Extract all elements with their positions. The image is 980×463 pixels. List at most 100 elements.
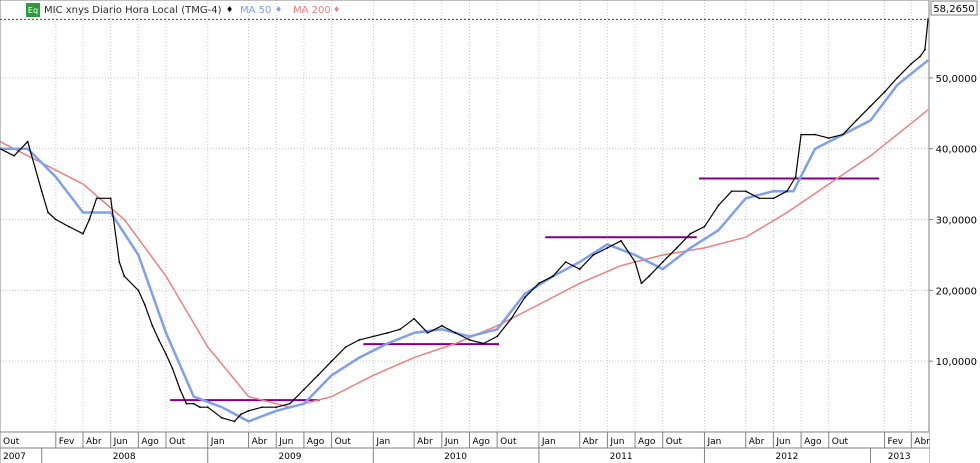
ma50-series — [0, 59, 929, 423]
price-point — [206, 406, 209, 409]
price-point — [185, 402, 188, 405]
price-point — [171, 367, 174, 370]
x-month-label: Jun — [278, 437, 293, 447]
price-point — [247, 409, 250, 412]
x-month-label: Ago — [638, 437, 656, 447]
last-price-label: 58,2650 — [933, 4, 974, 15]
ma200-legend-label: MA 200 — [293, 5, 331, 16]
price-point — [717, 204, 720, 207]
x-year-label: 2012 — [775, 452, 798, 462]
price-point — [261, 406, 264, 409]
price-point — [358, 339, 361, 341]
x-month-label: Out — [3, 437, 20, 447]
ma50-menu-icon[interactable]: ♦ — [275, 5, 282, 14]
price-point — [919, 55, 921, 58]
x-month-label: Abr — [914, 437, 930, 447]
x-month-label: Abr — [417, 437, 433, 447]
y-tick-label: 10,0000 — [936, 357, 977, 368]
price-point — [896, 77, 899, 79]
price-point — [386, 331, 389, 334]
price-point — [689, 232, 692, 235]
ma200-menu-icon[interactable]: ♦ — [333, 5, 340, 14]
price-point — [454, 331, 457, 334]
price-point — [786, 190, 788, 193]
price-point — [883, 91, 886, 93]
price-point — [192, 402, 195, 405]
price-point — [26, 140, 29, 143]
price-point — [510, 317, 513, 320]
price-point — [344, 346, 347, 348]
price-point — [640, 282, 643, 285]
price-point — [179, 388, 181, 391]
price-point — [157, 339, 160, 341]
price-point — [413, 317, 416, 320]
price-point — [661, 261, 664, 263]
price-point — [13, 154, 15, 157]
price-point — [564, 261, 567, 263]
x-month-label: Jan — [706, 437, 721, 447]
chart-title: MIC xnys Diario Hora Local (TMG-4) — [44, 5, 222, 16]
x-month-label: Abr — [749, 437, 765, 447]
y-tick-label: 40,0000 — [936, 145, 977, 156]
price-point — [288, 402, 291, 405]
price-point — [800, 133, 802, 136]
eq-badge[interactable] — [26, 3, 40, 17]
price-point — [482, 342, 485, 345]
price-point — [47, 211, 49, 214]
ma200-line — [0, 109, 929, 408]
price-point — [220, 416, 223, 419]
title-menu-icon[interactable]: ♦ — [226, 5, 233, 14]
x-month-label: Jan — [375, 437, 390, 447]
y-tick-label: 30,0000 — [936, 216, 977, 227]
price-point — [758, 197, 761, 200]
price-point — [841, 133, 844, 136]
price-point — [606, 246, 609, 249]
x-year-label: 2011 — [610, 452, 633, 462]
x-year-label: 2008 — [113, 452, 136, 462]
ma50-legend-label: MA 50 — [240, 5, 271, 16]
price-point — [814, 133, 817, 136]
x-year-label: 2010 — [444, 452, 467, 462]
price-point — [794, 176, 797, 178]
price-point — [827, 137, 830, 139]
x-month-label: Out — [832, 437, 849, 447]
price-point — [317, 374, 319, 377]
price-point — [109, 197, 112, 200]
price-point — [275, 406, 278, 409]
x-month-label: Out — [169, 437, 186, 447]
x-year-label: 2009 — [279, 452, 302, 462]
price-point — [399, 328, 401, 331]
price-point — [95, 197, 98, 200]
price-point — [703, 225, 706, 228]
price-series — [0, 18, 929, 423]
price-point — [468, 339, 471, 341]
x-month-label: Jan — [541, 437, 556, 447]
last-price-box — [930, 0, 978, 16]
x-month-label: Fev — [59, 437, 75, 447]
price-point — [772, 197, 775, 200]
y-axis-panel — [929, 0, 980, 463]
price-point — [426, 331, 429, 334]
x-month-label: Out — [666, 437, 683, 447]
price-point — [239, 413, 242, 416]
x-month-label: Jun — [775, 437, 790, 447]
price-point — [675, 246, 678, 249]
price-point — [123, 275, 126, 278]
price-point — [88, 218, 91, 221]
x-month-label: Ago — [472, 437, 490, 447]
y-tick-label: 20,0000 — [936, 286, 977, 297]
price-point — [199, 406, 201, 409]
price-point — [855, 119, 858, 122]
price-point — [634, 261, 636, 263]
x-month-label: Abr — [86, 437, 102, 447]
price-point — [648, 275, 651, 278]
x-month-label: Ago — [141, 437, 159, 447]
price-point — [165, 353, 167, 355]
price-point — [869, 105, 872, 108]
price-point — [40, 190, 43, 193]
x-month-label: Fev — [888, 437, 904, 447]
x-month-label: Jan — [210, 437, 225, 447]
price-point — [68, 225, 70, 228]
